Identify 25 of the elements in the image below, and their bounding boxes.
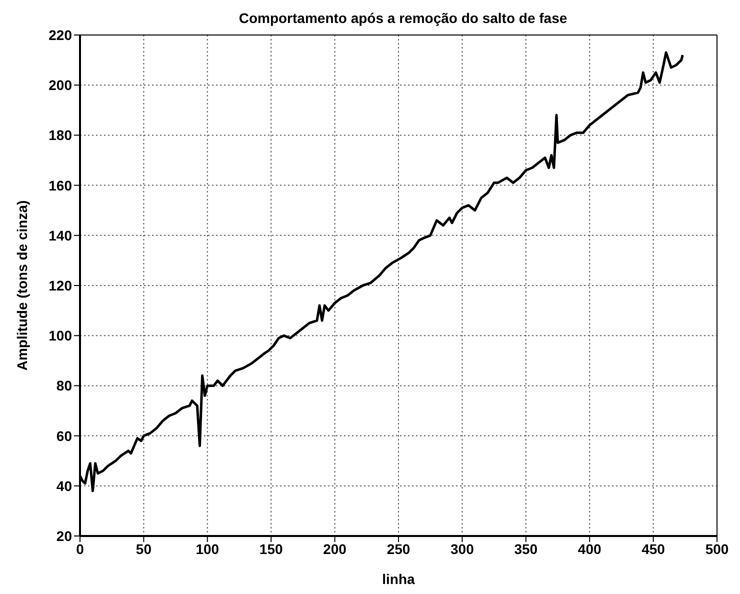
x-tick-label: 200 [323,540,347,557]
y-tick-label: 180 [48,127,72,144]
x-tick-label: 400 [578,540,602,557]
y-tick-label: 220 [48,26,72,43]
x-tick-label: 0 [76,540,84,557]
x-tick-label: 300 [450,540,474,557]
x-tick-label: 250 [386,540,410,557]
y-tick-label: 120 [48,277,72,294]
chart-title: Comportamento após a remoção do salto de fase [238,10,568,26]
x-tick-label: 50 [136,540,152,557]
y-tick-label: 60 [56,428,72,444]
y-axis-title: Amplitude (tons de cinza) [14,200,30,371]
y-tick-label: 40 [56,478,72,494]
y-tick-label: 140 [48,227,72,244]
x-tick-label: 350 [514,540,538,557]
y-tick-label: 100 [48,328,72,344]
y-tick-label: 80 [56,378,72,394]
x-axis-title: linha [382,571,416,587]
x-tick-label: 500 [705,540,729,557]
x-tick-label: 100 [196,540,220,557]
y-tick-label: 200 [48,77,72,94]
x-tick-label: 150 [259,540,283,557]
y-tick-label: 20 [56,528,72,544]
x-tick-label: 450 [642,540,666,557]
y-tick-label: 160 [48,177,72,194]
